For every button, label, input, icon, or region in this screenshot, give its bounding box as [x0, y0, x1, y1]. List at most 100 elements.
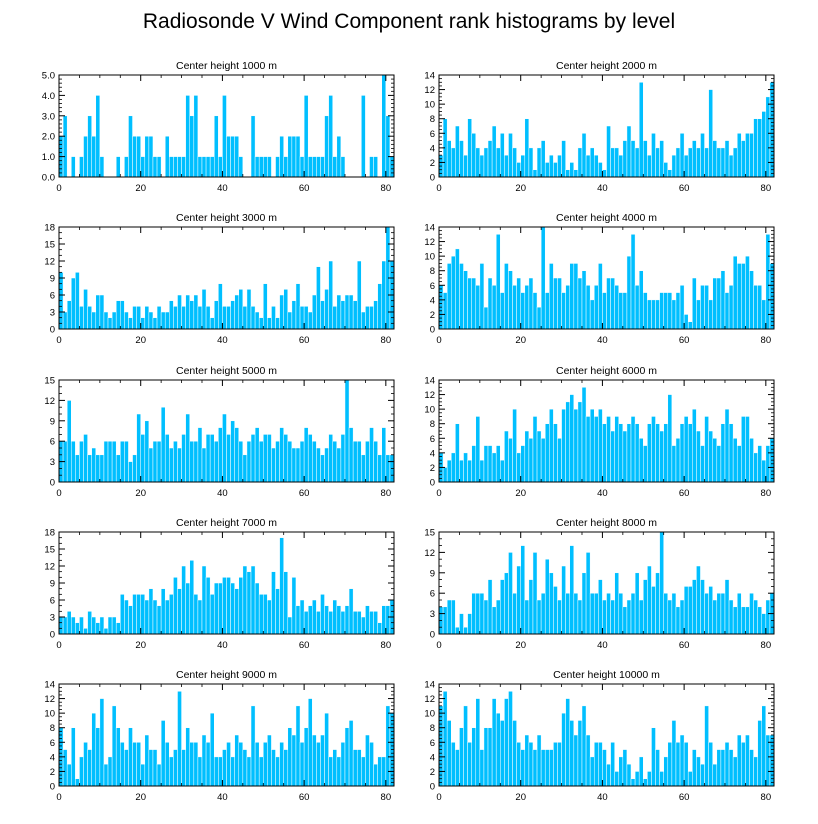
histogram-bar: [585, 416, 591, 483]
y-tick-label: 12: [424, 694, 435, 705]
histogram-bar: [704, 592, 709, 635]
histogram-bar: [459, 140, 464, 178]
histogram-bar: [622, 749, 628, 787]
histogram-bar: [500, 133, 505, 178]
histogram-bar: [724, 140, 730, 178]
histogram-bar: [483, 445, 489, 483]
histogram-bar: [128, 461, 133, 483]
histogram-bar: [332, 440, 338, 483]
y-tick-label: 2: [430, 463, 435, 474]
histogram-bar: [369, 742, 374, 787]
histogram-bar: [336, 605, 342, 635]
histogram-bar: [544, 162, 550, 178]
histogram-bar: [573, 169, 579, 178]
histogram-bar: [557, 154, 562, 178]
histogram-bar: [512, 285, 517, 330]
histogram-panel: Center height 10000 m 0 2 4 6 8 10 12 14 0 20 40 60 8…: [424, 669, 775, 803]
histogram-bar: [626, 125, 632, 178]
histogram-bar: [696, 147, 701, 178]
histogram-bar: [385, 705, 391, 787]
histogram-bar: [181, 156, 186, 178]
histogram-bar: [532, 552, 538, 635]
y-tick-label: 14: [424, 223, 435, 234]
histogram-bar: [708, 430, 713, 483]
y-tick-label: 4: [430, 143, 435, 154]
histogram-bar: [687, 771, 693, 787]
histogram-bar: [455, 749, 460, 787]
y-tick-label: 3: [50, 457, 55, 468]
histogram-bar: [279, 427, 284, 483]
y-tick-label: 15: [44, 240, 55, 251]
histogram-bar: [508, 438, 513, 483]
histogram-bar: [663, 756, 669, 787]
y-tick-label: 8: [430, 723, 435, 734]
histogram-bar: [352, 749, 358, 787]
histogram-bar: [205, 577, 211, 635]
histogram-bar: [62, 749, 68, 787]
histogram-bar: [62, 311, 68, 330]
histogram-bar: [475, 592, 481, 635]
x-tick-label: 20: [515, 335, 526, 346]
histogram-bar: [356, 440, 362, 483]
histogram-bar: [463, 705, 468, 787]
histogram-bar: [169, 300, 174, 330]
histogram-bar: [189, 300, 195, 330]
histogram-bar: [352, 440, 358, 483]
histogram-bar: [381, 427, 387, 483]
x-tick-label: 0: [56, 488, 61, 499]
histogram-bar: [373, 156, 378, 178]
histogram-bar: [103, 763, 109, 787]
x-tick-label: 60: [299, 640, 310, 651]
histogram-bar: [226, 434, 231, 483]
histogram-bar: [471, 277, 477, 330]
histogram-bar: [226, 577, 231, 635]
histogram-bar: [263, 594, 268, 635]
histogram-bar: [557, 277, 562, 330]
histogram-bar: [128, 115, 133, 178]
histogram-bar: [201, 734, 207, 787]
histogram-bar: [765, 445, 771, 483]
histogram-bar: [361, 95, 366, 178]
histogram-bar: [732, 756, 738, 787]
histogram-bar: [234, 734, 240, 787]
y-tick-label: 9: [50, 274, 55, 285]
histogram-bar: [230, 300, 235, 330]
histogram-bar: [549, 749, 554, 787]
histogram-bar: [581, 705, 587, 787]
histogram-bar: [185, 582, 190, 635]
histogram-bar: [173, 577, 178, 635]
histogram-bar: [201, 565, 207, 635]
y-tick-label: 4.0: [42, 91, 55, 102]
histogram-bar: [504, 263, 509, 330]
histogram-bar: [663, 292, 669, 330]
histogram-bar: [696, 299, 701, 330]
y-tick-label: 4: [50, 752, 55, 763]
histogram-bar: [107, 616, 113, 635]
y-tick-label: 0: [50, 630, 55, 641]
histogram-bar: [700, 579, 705, 635]
histogram-bar: [344, 294, 350, 330]
x-tick-label: 20: [515, 792, 526, 803]
histogram-bar: [622, 140, 628, 178]
histogram-bar: [446, 140, 452, 178]
histogram-bar: [193, 95, 199, 178]
histogram-bar: [618, 756, 624, 787]
histogram-bar: [643, 778, 648, 787]
histogram-bar: [99, 616, 105, 635]
histogram-bar: [475, 698, 481, 787]
histogram-bar: [222, 306, 227, 330]
histogram-bar: [250, 434, 256, 483]
histogram-bar: [340, 742, 346, 787]
histogram-bar: [299, 742, 305, 787]
histogram-bar: [508, 691, 513, 787]
histogram-bar: [463, 452, 468, 483]
histogram-bar: [160, 311, 166, 330]
y-tick-label: 12: [44, 257, 55, 268]
histogram-bar: [254, 311, 260, 330]
histogram-bar: [348, 720, 354, 787]
histogram-bar: [361, 454, 366, 483]
histogram-bar: [381, 260, 387, 330]
y-tick-label: 0: [50, 782, 55, 793]
histogram-bar: [263, 283, 268, 330]
histogram-bar: [164, 742, 170, 787]
